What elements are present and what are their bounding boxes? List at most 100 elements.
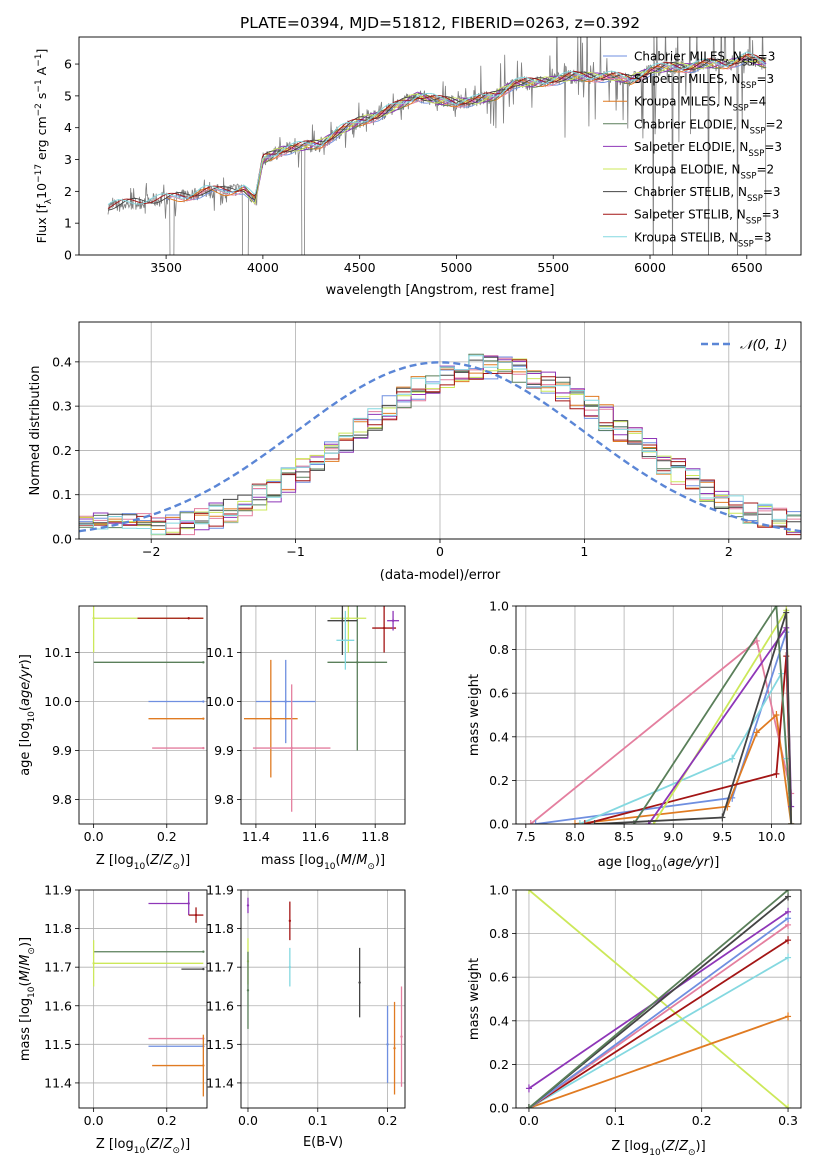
axes-frame <box>78 321 802 540</box>
plot-area <box>246 897 403 1095</box>
x-tick-label: 10.0 <box>758 829 786 844</box>
x-tick-label: 9.0 <box>663 829 683 844</box>
y-tick-label: 3 <box>64 152 72 167</box>
chart-spectrum: 3500 4000 4500 5000 5500 6000 6500 0 1 2 3 4 5 6 Chabr… <box>34 36 802 298</box>
x-tick-label: −2 <box>142 544 160 559</box>
chart-age_vs_mass: 11.4 11.6 11.8 9.8 9.9 10.0 10.1 mass [log10(M/… <box>206 605 406 872</box>
model-series-line <box>107 56 766 211</box>
x-tick-label: 11.6 <box>302 829 330 844</box>
chart-residuals: −2 −1 0 1 2 0.0 0.1 0.2 0.3 0.4 𝒩(0, 1) (data-model… <box>28 321 802 583</box>
plot-area <box>525 890 792 1108</box>
chart-mass_weight_vs_Z: 0.0 0.1 0.2 0.3 0.0 0.2 0.4 0.6 0.8 1.0 Z [log10(Z… <box>467 883 802 1158</box>
y-tick-label: 1.0 <box>489 599 509 614</box>
y-tick-label: 10.0 <box>44 694 72 709</box>
y-axis-label: mass [log10(M/M⊙)] <box>18 937 37 1061</box>
y-tick-label: 9.8 <box>214 792 234 807</box>
legend-label: Kroupa ELODIE, NSSP=2 <box>634 163 774 182</box>
plot-area <box>92 606 205 750</box>
model-series-line <box>165 56 766 202</box>
y-tick-label: 0.6 <box>489 970 509 985</box>
weight-series-line <box>528 1015 789 1108</box>
gaussian-curve <box>79 361 801 533</box>
data-point <box>386 1043 389 1046</box>
data-point <box>341 619 344 622</box>
axes-frame <box>240 889 406 1109</box>
y-tick-label: 0.4 <box>489 729 509 744</box>
y-tick-label: 11.5 <box>206 1037 234 1052</box>
y-tick-label: 0.0 <box>489 817 509 832</box>
x-tick-label: 5000 <box>441 260 473 275</box>
x-tick-label: 6000 <box>634 260 666 275</box>
y-axis-label: Flux [fλ10−17 erg cm−2 s−1 A−1] <box>34 49 54 244</box>
x-tick-label: 0.0 <box>519 1113 539 1128</box>
data-point <box>202 967 205 971</box>
plot-area <box>527 606 795 824</box>
y-tick-label: 0.0 <box>489 1101 509 1116</box>
x-axis-label: mass [log10(M/M⊙)] <box>261 853 385 872</box>
data-point <box>400 1035 403 1038</box>
data-point <box>187 617 190 620</box>
plot-area <box>107 37 767 255</box>
y-tick-label: 0.4 <box>52 354 72 369</box>
plot-area <box>92 891 205 1097</box>
y-tick-label: 11.9 <box>206 883 234 898</box>
x-tick-label: 0.2 <box>157 1113 177 1128</box>
model-series-line <box>243 57 767 206</box>
chart-mass_weight_vs_age: 7.5 8.0 8.5 9.0 9.5 10.0 0.0 0.2 0.4 0.6 0.8 1.0 age… <box>467 599 802 874</box>
x-axis-label: Z [log10(Z/Z⊙)] <box>96 1137 190 1156</box>
x-tick-label: 0.1 <box>605 1113 625 1128</box>
legend-label: Salpeter MILES, NSSP=3 <box>634 72 774 91</box>
weight-series-line <box>528 939 789 1108</box>
y-tick-label: 0.2 <box>489 1057 509 1072</box>
x-tick-label: 5500 <box>537 260 569 275</box>
data-point <box>288 965 292 969</box>
weight-series-line <box>528 956 789 1108</box>
x-tick-label: 0.3 <box>778 1113 798 1128</box>
axes-frame <box>78 889 208 1109</box>
x-axis-label: Z [log10(Z/Z⊙)] <box>96 853 190 872</box>
y-axis-label: age [log10(age/yr)] <box>18 654 37 776</box>
legend-label: Kroupa STELIB, NSSP=3 <box>634 230 772 249</box>
data-point <box>393 1046 396 1050</box>
y-tick-label: 0.3 <box>52 399 72 414</box>
x-tick-label: 0.0 <box>84 1113 104 1128</box>
x-tick-label: 0.0 <box>238 1113 258 1128</box>
y-tick-label: 6 <box>64 57 72 72</box>
data-point <box>246 904 250 907</box>
x-tick-label: 11.8 <box>361 829 389 844</box>
y-tick-label: 9.8 <box>52 792 72 807</box>
y-tick-label: 9.9 <box>52 743 72 758</box>
y-tick-label: 0.8 <box>489 642 509 657</box>
legend-label: Salpeter STELIB, NSSP=3 <box>634 208 779 227</box>
y-axis-label: mass weight <box>467 958 482 1040</box>
x-tick-label: 0 <box>436 544 444 559</box>
spectrum-legend: Chabrier MILES, NSSP=3 Salpeter MILES, NS… <box>603 50 783 249</box>
x-tick-label: 9.5 <box>712 829 732 844</box>
data-point <box>246 989 250 992</box>
y-tick-label: 9.9 <box>214 743 234 758</box>
x-tick-label: 8.5 <box>614 829 634 844</box>
y-tick-label: 11.5 <box>44 1037 72 1052</box>
data-point <box>391 619 395 622</box>
y-tick-label: 11.4 <box>206 1075 234 1090</box>
x-tick-label: 4500 <box>344 260 376 275</box>
x-axis-label: Z [log10(Z/Z⊙)] <box>611 1139 705 1158</box>
x-tick-label: 8.0 <box>565 829 585 844</box>
data-point <box>202 700 205 703</box>
x-axis-label: wavelength [Angstrom, rest frame] <box>326 283 555 298</box>
residual-histogram <box>79 359 801 539</box>
x-axis-label: (data-model)/error <box>380 568 501 583</box>
legend-label: Chabrier ELODIE, NSSP=2 <box>634 117 783 136</box>
data-point <box>356 661 359 664</box>
y-axis-label: Normed distribution <box>28 366 43 496</box>
x-axis-label: E(B-V) <box>303 1135 343 1150</box>
x-tick-label: 11.4 <box>242 829 270 844</box>
data-point <box>284 700 287 703</box>
weight-series-line <box>633 606 793 824</box>
plot-area <box>243 606 400 812</box>
data-point <box>288 919 292 923</box>
x-tick-label: 0.1 <box>308 1113 328 1128</box>
model-series-line <box>243 59 767 205</box>
y-tick-label: 11.7 <box>44 960 72 975</box>
data-point <box>269 717 273 720</box>
